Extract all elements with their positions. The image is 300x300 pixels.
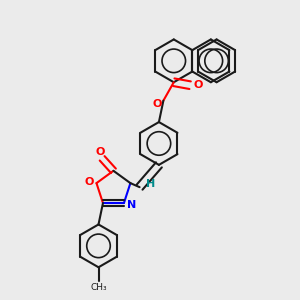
Text: N: N [127,200,136,210]
Text: CH₃: CH₃ [90,283,107,292]
Text: H: H [146,179,155,189]
Text: O: O [84,177,94,187]
Text: O: O [152,99,162,109]
Text: O: O [96,147,105,157]
Text: O: O [194,80,203,90]
